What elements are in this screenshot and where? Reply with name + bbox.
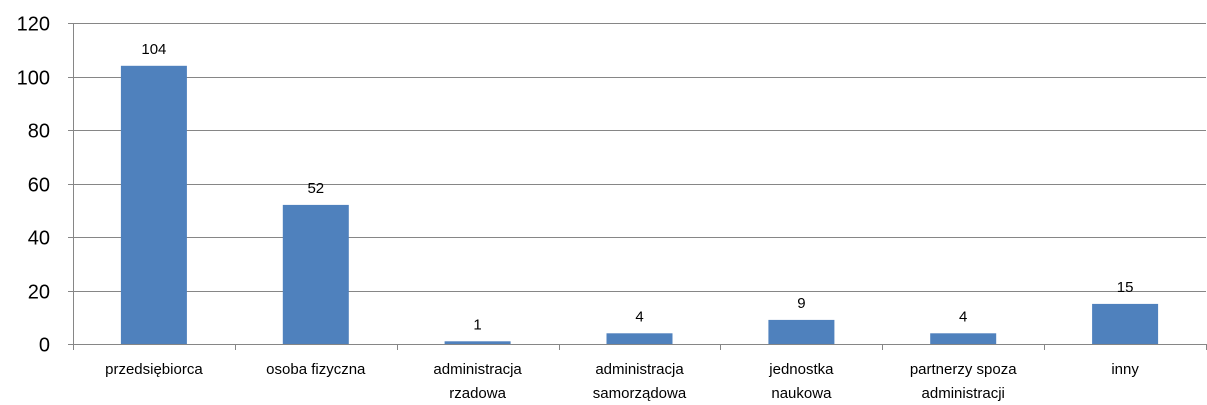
bar: [606, 333, 673, 344]
x-category-label: inny: [1111, 361, 1139, 378]
data-label: 4: [959, 308, 967, 325]
x-category-label: jednostka: [768, 361, 834, 378]
data-label: 4: [635, 308, 643, 325]
y-tick-label: 40: [28, 228, 50, 250]
y-tick-label: 20: [28, 282, 50, 304]
x-category-label: przedsiębiorca: [105, 361, 203, 378]
bars: [120, 65, 1159, 345]
x-category-label: partnerzy spoza: [910, 361, 1017, 378]
y-tick-label: 0: [39, 335, 50, 357]
bar: [282, 204, 349, 344]
gridlines: [73, 23, 1206, 292]
data-label: 52: [307, 180, 324, 197]
y-tick-label: 80: [28, 121, 50, 143]
bar: [444, 341, 511, 344]
bar: [930, 333, 997, 344]
axes: [68, 23, 1207, 350]
y-tick-label: 120: [17, 14, 50, 36]
data-label: 104: [141, 41, 166, 58]
x-category-labels: przedsiębiorca osoba fizyczna administracj…: [105, 361, 1139, 402]
x-category-label: osoba fizyczna: [266, 361, 366, 378]
data-label: 1: [473, 316, 481, 333]
data-label: 9: [797, 295, 805, 312]
x-category-label: administracji: [922, 385, 1005, 402]
data-label: 15: [1117, 279, 1134, 296]
bar: [120, 65, 187, 345]
x-category-label: administracja: [595, 361, 684, 378]
x-category-label: administracja: [433, 361, 522, 378]
y-tick-label: 60: [28, 175, 50, 197]
x-category-label: samorządowa: [593, 385, 687, 402]
y-tick-labels: 0 20 40 60 80 100 120: [17, 14, 50, 357]
x-category-label: naukowa: [771, 385, 832, 402]
bar: [1092, 303, 1159, 344]
y-tick-label: 100: [17, 68, 50, 90]
x-category-label: rzadowa: [449, 385, 506, 402]
bar: [768, 319, 835, 344]
